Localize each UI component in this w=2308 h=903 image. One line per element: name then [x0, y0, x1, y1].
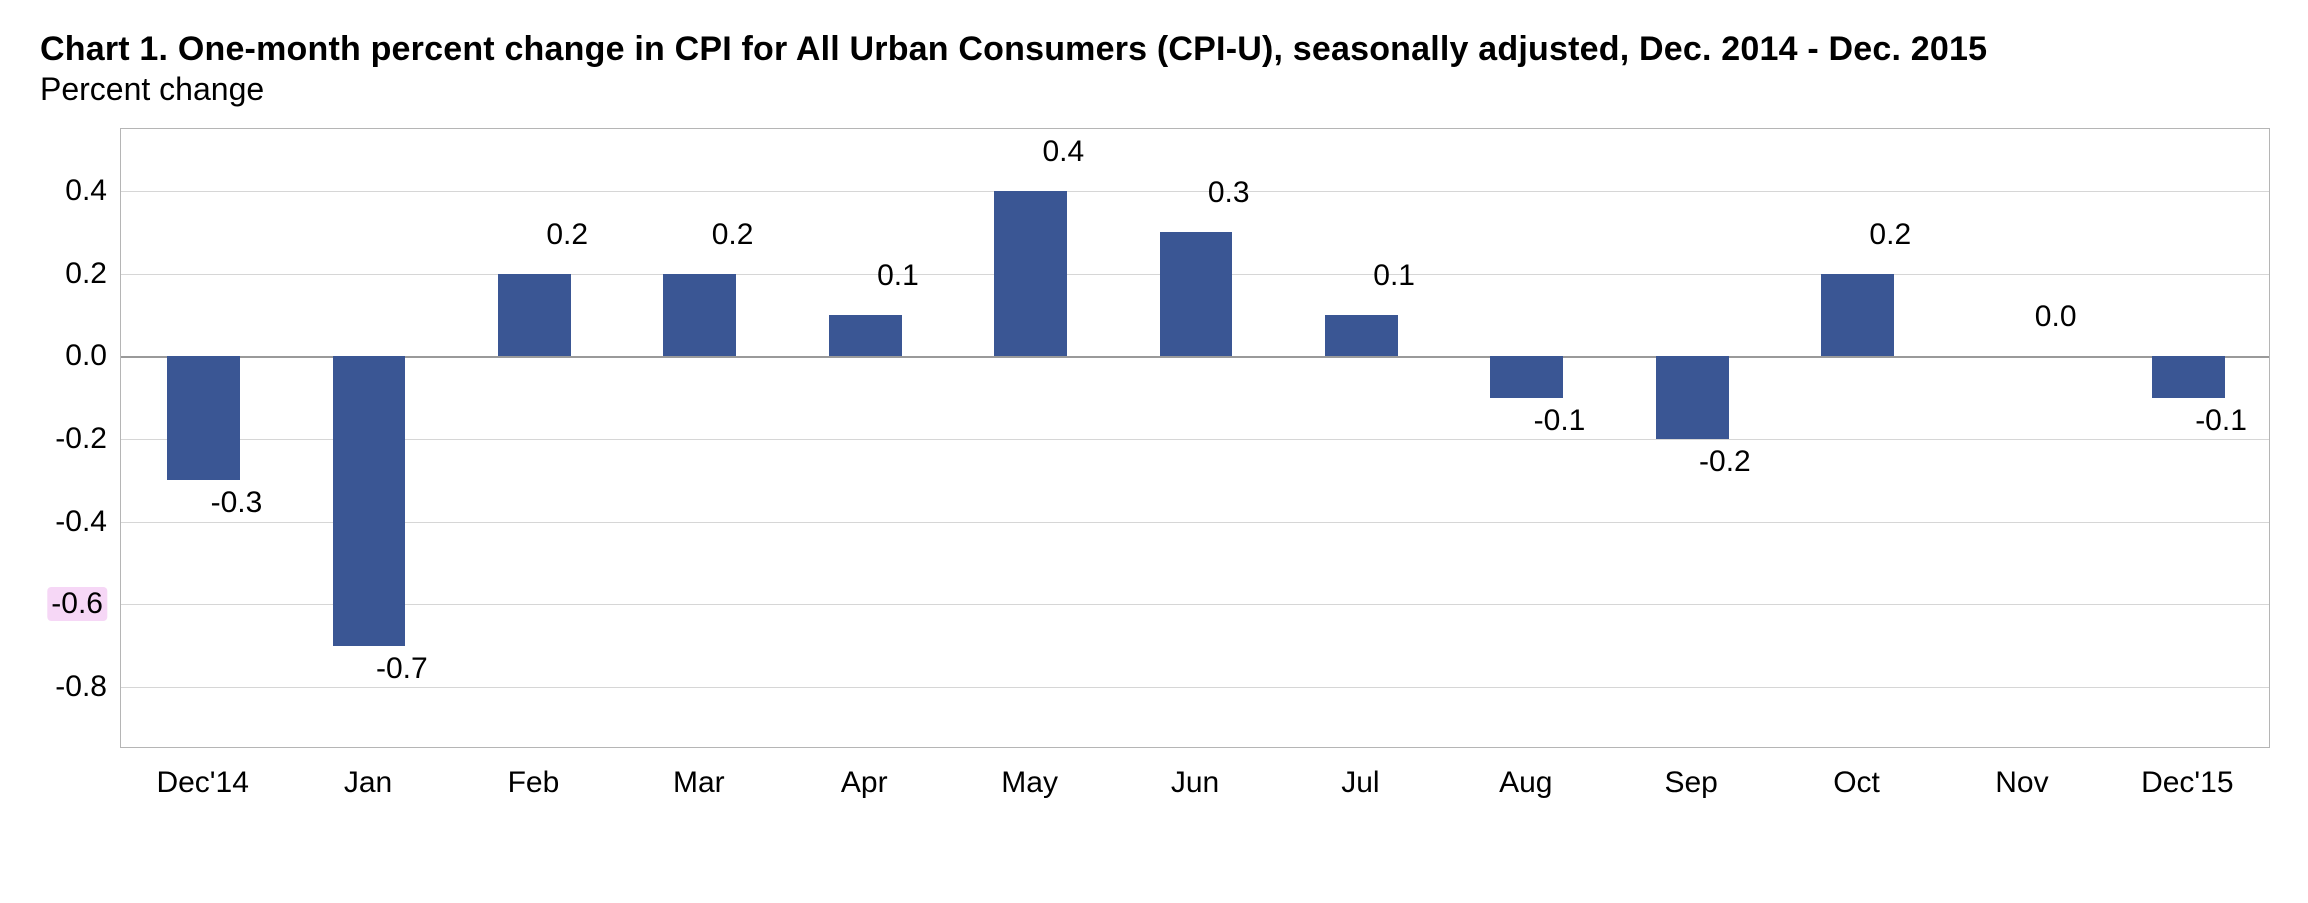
x-axis-tick-label: Jan	[344, 766, 392, 800]
y-axis-tick-label: 0.0	[65, 339, 107, 373]
bar	[829, 315, 902, 356]
gridline	[121, 191, 2269, 192]
y-axis-tick-label: -0.2	[55, 422, 107, 456]
bar	[663, 274, 736, 357]
chart-area: 0.40.20.0-0.2-0.4-0.6-0.8-0.3-0.70.20.20…	[120, 128, 2268, 826]
gridline	[121, 439, 2269, 440]
x-axis-tick-label: May	[1001, 766, 1058, 800]
bar-value-label: -0.1	[1534, 404, 1586, 438]
bar-value-label: 0.1	[877, 259, 919, 293]
x-axis-tick-label: Apr	[841, 766, 888, 800]
y-axis-tick-label: 0.2	[65, 257, 107, 291]
bar	[2152, 356, 2225, 397]
chart-title: Chart 1. One-month percent change in CPI…	[40, 30, 2268, 69]
bar	[333, 356, 406, 645]
x-axis-tick-label: Oct	[1833, 766, 1880, 800]
bar	[994, 191, 1067, 356]
x-axis-tick-label: Dec'15	[2141, 766, 2233, 800]
bar-value-label: 0.4	[1043, 135, 1085, 169]
x-axis-tick-label: Aug	[1499, 766, 1552, 800]
x-axis-tick-label: Dec'14	[156, 766, 248, 800]
bar-value-label: -0.2	[1699, 445, 1751, 479]
chart-container: Chart 1. One-month percent change in CPI…	[0, 0, 2308, 903]
y-axis-tick-label: -0.8	[55, 670, 107, 704]
y-axis-tick-label: 0.4	[65, 174, 107, 208]
chart-subtitle: Percent change	[40, 71, 2268, 108]
bar	[1656, 356, 1729, 439]
bar	[1490, 356, 1563, 397]
x-axis-tick-label: Jun	[1171, 766, 1219, 800]
x-axis-tick-label: Nov	[1995, 766, 2048, 800]
bar-value-label: 0.2	[546, 218, 588, 252]
plot-area: 0.40.20.0-0.2-0.4-0.6-0.8-0.3-0.70.20.20…	[120, 128, 2270, 748]
y-axis-tick-label: -0.4	[55, 505, 107, 539]
y-axis-tick-label: -0.6	[47, 587, 107, 621]
bar-value-label: 0.1	[1373, 259, 1415, 293]
bar-value-label: -0.3	[211, 486, 263, 520]
bar	[1160, 232, 1233, 356]
x-axis-tick-label: Feb	[508, 766, 560, 800]
bar	[498, 274, 571, 357]
bar	[1821, 274, 1894, 357]
gridline	[121, 356, 2269, 358]
x-axis-tick-label: Mar	[673, 766, 725, 800]
bar	[167, 356, 240, 480]
bar-value-label: 0.2	[1869, 218, 1911, 252]
bar-value-label: -0.1	[2195, 404, 2247, 438]
bar-value-label: -0.7	[376, 652, 428, 686]
bar-value-label: 0.3	[1208, 176, 1250, 210]
x-axis-tick-label: Jul	[1341, 766, 1379, 800]
gridline	[121, 687, 2269, 688]
gridline	[121, 604, 2269, 605]
bar-value-label: 0.0	[2035, 300, 2077, 334]
gridline	[121, 522, 2269, 523]
x-axis-tick-label: Sep	[1664, 766, 1717, 800]
x-axis-tick-layer: Dec'14 Jan Feb Mar Apr May Jun Jul Aug Sep Oct Nov D…	[120, 766, 2270, 826]
bar-value-label: 0.2	[712, 218, 754, 252]
bar	[1325, 315, 1398, 356]
